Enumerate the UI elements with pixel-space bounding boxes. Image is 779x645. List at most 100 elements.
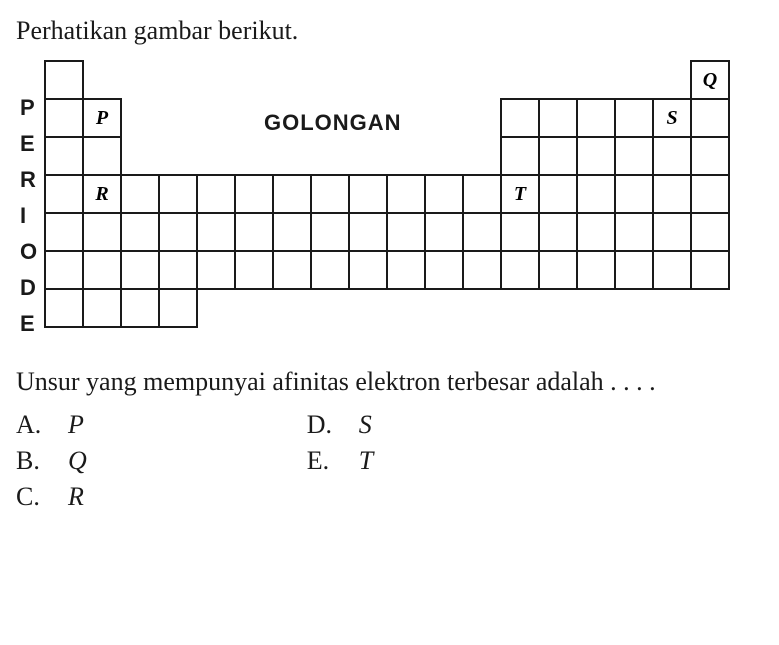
periodic-cell	[310, 174, 350, 214]
periodic-cell	[272, 212, 312, 252]
periodic-cell	[82, 288, 122, 328]
options-left-col: A. P B. Q C. R	[16, 410, 87, 512]
option-letter: B.	[16, 446, 44, 476]
periodic-cell	[196, 250, 236, 290]
periodic-cell	[462, 174, 502, 214]
periodic-cell	[690, 174, 730, 214]
option-item: B. Q	[16, 446, 87, 476]
periodic-cell	[500, 98, 540, 138]
option-item: E. T	[307, 446, 373, 476]
periodic-cell	[462, 250, 502, 290]
option-letter: D.	[307, 410, 335, 440]
periode-letter: E	[20, 126, 37, 162]
option-value: Q	[68, 446, 87, 476]
periodic-cell	[44, 60, 84, 100]
periode-letter: I	[20, 198, 37, 234]
option-value: T	[359, 446, 373, 476]
periodic-cell	[196, 174, 236, 214]
periode-letter: D	[20, 270, 37, 306]
option-letter: E.	[307, 446, 335, 476]
periodic-cell	[310, 212, 350, 252]
element-cell-t: T	[500, 174, 540, 214]
periodic-cell	[652, 174, 692, 214]
periode-letter: E	[20, 306, 37, 342]
periodic-cell	[82, 136, 122, 176]
periode-letter: P	[20, 90, 37, 126]
element-cell-p: P	[82, 98, 122, 138]
periodic-cell	[82, 250, 122, 290]
option-value: P	[68, 410, 84, 440]
periodic-cell	[82, 212, 122, 252]
periodic-cell	[614, 250, 654, 290]
periodic-cell	[538, 174, 578, 214]
periodic-cell	[234, 250, 274, 290]
periodic-cell	[652, 250, 692, 290]
option-value: R	[68, 482, 84, 512]
periodic-cell	[386, 212, 426, 252]
periodic-cell	[120, 174, 160, 214]
periodic-cell	[538, 136, 578, 176]
periodic-cell	[310, 250, 350, 290]
periodic-cell	[614, 174, 654, 214]
periodic-cell	[538, 212, 578, 252]
periodic-cell	[348, 250, 388, 290]
periodic-cell	[44, 174, 84, 214]
periode-letter: O	[20, 234, 37, 270]
periodic-cell	[158, 174, 198, 214]
periodic-cell	[614, 98, 654, 138]
periodic-cell	[386, 250, 426, 290]
option-value: S	[359, 410, 372, 440]
periode-letter: R	[20, 162, 37, 198]
option-letter: A.	[16, 410, 44, 440]
options-right-col: D. S E. T	[307, 410, 373, 512]
golongan-label: GOLONGAN	[264, 110, 402, 136]
question-text: Perhatikan gambar berikut.	[16, 16, 763, 46]
periodic-cell	[158, 288, 198, 328]
periodic-cell	[690, 212, 730, 252]
periodic-cell	[500, 136, 540, 176]
periodic-cell	[120, 250, 160, 290]
periodic-cell	[424, 212, 464, 252]
periodic-cell	[234, 212, 274, 252]
periodic-cell	[234, 174, 274, 214]
periodic-cell	[690, 250, 730, 290]
periode-label: P E R I O D E	[20, 90, 37, 342]
periodic-cell	[44, 98, 84, 138]
option-letter: C.	[16, 482, 44, 512]
periodic-cell	[44, 250, 84, 290]
periodic-cell	[272, 174, 312, 214]
periodic-cell	[158, 250, 198, 290]
periodic-cell	[386, 174, 426, 214]
periodic-cell	[652, 212, 692, 252]
periodic-cell	[538, 98, 578, 138]
periodic-cell	[348, 174, 388, 214]
periodic-cell	[44, 136, 84, 176]
periodic-cell	[690, 136, 730, 176]
periodic-cell	[462, 212, 502, 252]
periodic-cell	[690, 98, 730, 138]
periodic-cell	[158, 212, 198, 252]
periodic-cell	[424, 250, 464, 290]
answer-prompt: Unsur yang mempunyai afinitas elektron t…	[16, 364, 763, 400]
periodic-cell	[500, 250, 540, 290]
option-item: A. P	[16, 410, 87, 440]
periodic-cell	[44, 212, 84, 252]
option-item: D. S	[307, 410, 373, 440]
periodic-cell	[120, 288, 160, 328]
periodic-cell	[500, 212, 540, 252]
periodic-cell	[272, 250, 312, 290]
periodic-cell	[576, 98, 616, 138]
element-cell-r: R	[82, 174, 122, 214]
periodic-cell	[576, 212, 616, 252]
element-cell-q: Q	[690, 60, 730, 100]
periodic-cell	[576, 250, 616, 290]
periodic-cell	[44, 288, 84, 328]
periodic-cell	[614, 136, 654, 176]
periodic-cell	[576, 136, 616, 176]
periodic-cell	[424, 174, 464, 214]
options-container: A. P B. Q C. R D. S E. T	[16, 410, 763, 512]
element-cell-s: S	[652, 98, 692, 138]
periodic-cell	[196, 212, 236, 252]
periodic-cell	[614, 212, 654, 252]
option-item: C. R	[16, 482, 87, 512]
